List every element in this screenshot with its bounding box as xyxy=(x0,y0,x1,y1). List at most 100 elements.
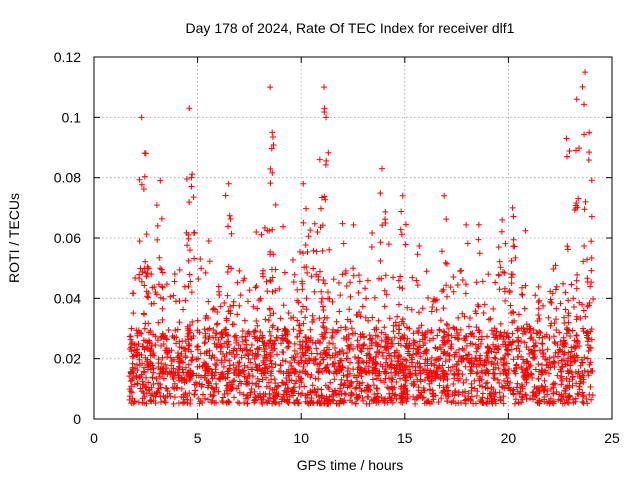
data-point xyxy=(134,366,141,373)
data-point xyxy=(488,358,495,365)
data-point xyxy=(168,358,175,365)
data-point xyxy=(234,311,241,318)
data-point xyxy=(187,373,194,380)
data-point xyxy=(500,361,507,368)
data-point xyxy=(355,272,362,279)
data-point xyxy=(127,388,134,395)
data-point xyxy=(578,359,585,366)
data-point xyxy=(530,343,537,350)
data-point xyxy=(353,384,360,391)
data-point xyxy=(429,304,436,311)
data-point xyxy=(144,366,151,373)
data-point xyxy=(440,388,447,395)
data-point xyxy=(342,391,349,398)
data-point xyxy=(484,343,491,350)
data-point xyxy=(164,350,171,357)
data-point xyxy=(278,396,285,403)
data-point xyxy=(365,394,372,401)
data-point xyxy=(512,396,519,403)
data-point xyxy=(462,337,469,344)
data-point xyxy=(366,332,373,339)
data-point xyxy=(415,343,422,350)
data-point xyxy=(529,354,536,361)
data-point xyxy=(446,356,453,363)
data-point xyxy=(576,299,583,306)
data-point xyxy=(188,183,195,190)
data-point xyxy=(399,285,406,292)
data-point xyxy=(202,334,209,341)
data-point xyxy=(234,399,241,406)
data-point xyxy=(516,390,523,397)
data-point xyxy=(260,359,267,366)
data-point xyxy=(314,228,321,235)
data-point xyxy=(456,346,463,353)
data-point xyxy=(178,344,185,351)
data-point xyxy=(290,326,297,333)
data-point xyxy=(320,319,327,326)
data-point xyxy=(588,177,595,184)
data-point xyxy=(433,368,440,375)
data-point xyxy=(299,349,306,356)
data-point xyxy=(335,391,342,398)
data-point xyxy=(503,360,510,367)
data-point xyxy=(158,215,165,222)
data-point xyxy=(305,344,312,351)
data-point xyxy=(371,391,378,398)
data-point xyxy=(504,347,511,354)
data-point xyxy=(562,289,569,296)
data-point xyxy=(477,397,484,404)
data-point xyxy=(350,265,357,272)
data-point xyxy=(558,364,565,371)
data-point xyxy=(251,397,258,404)
data-point xyxy=(254,322,261,329)
data-point xyxy=(500,393,507,400)
data-point xyxy=(211,386,218,393)
data-point xyxy=(304,391,311,398)
data-point xyxy=(584,355,591,362)
data-point xyxy=(457,399,464,406)
data-point xyxy=(382,272,389,279)
data-point xyxy=(308,371,315,378)
data-point xyxy=(588,254,595,261)
data-point xyxy=(432,392,439,399)
data-point xyxy=(523,357,530,364)
data-point xyxy=(291,340,298,347)
data-point xyxy=(500,333,507,340)
data-point xyxy=(474,369,481,376)
data-point xyxy=(566,148,573,155)
data-point xyxy=(510,213,517,220)
data-point xyxy=(244,298,251,305)
data-point xyxy=(136,176,143,183)
data-point xyxy=(340,372,347,379)
data-point xyxy=(495,244,502,251)
data-point xyxy=(514,380,521,387)
data-point xyxy=(321,400,327,407)
data-point xyxy=(219,397,226,404)
data-point xyxy=(294,350,301,357)
data-point xyxy=(143,400,150,407)
data-point xyxy=(580,374,587,381)
data-point xyxy=(379,222,386,229)
data-point xyxy=(354,366,361,373)
data-point xyxy=(476,250,483,257)
data-point xyxy=(563,330,570,337)
data-point xyxy=(403,377,410,384)
data-point xyxy=(187,278,194,285)
data-point xyxy=(320,335,327,342)
data-point xyxy=(280,349,287,356)
data-point xyxy=(567,368,574,375)
data-point xyxy=(483,359,490,366)
data-point xyxy=(422,339,429,346)
data-point xyxy=(406,371,413,378)
data-point xyxy=(187,335,194,342)
data-point xyxy=(418,322,425,329)
data-point xyxy=(167,354,174,361)
data-point xyxy=(503,346,510,353)
data-point xyxy=(202,360,209,367)
x-tick-label: 10 xyxy=(293,430,309,446)
data-point xyxy=(377,239,384,246)
data-point xyxy=(291,400,298,407)
data-point xyxy=(137,385,144,392)
data-point xyxy=(378,275,385,282)
data-point xyxy=(267,277,274,284)
